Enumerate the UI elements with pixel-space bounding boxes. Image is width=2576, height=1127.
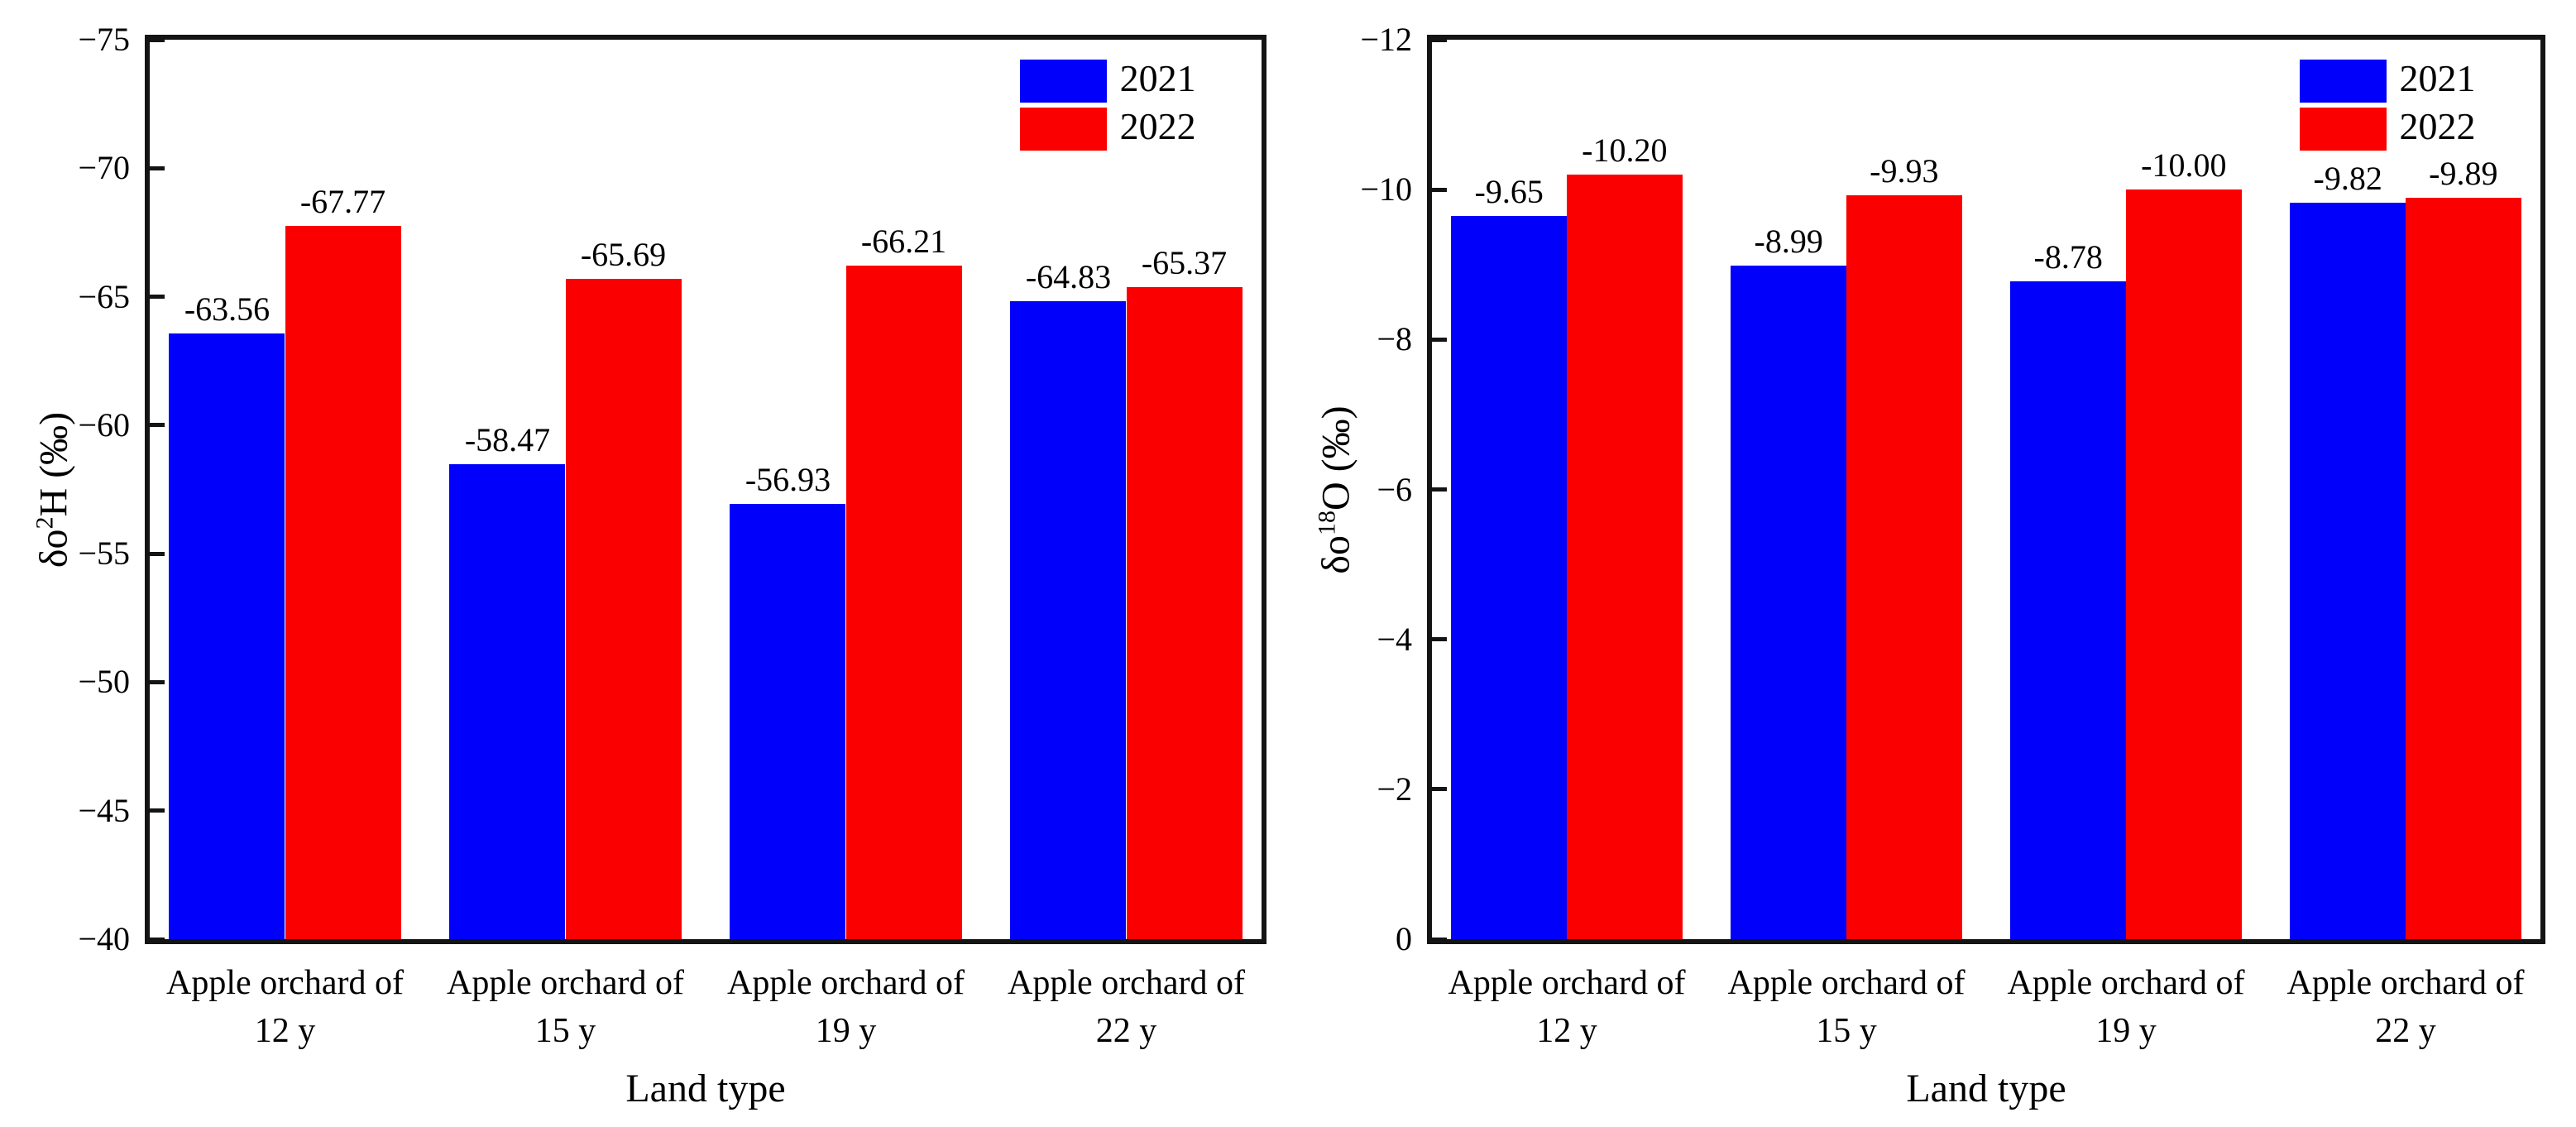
- y-axis-tick: [1432, 337, 1447, 342]
- x-category-label-line2: 19 y: [815, 1012, 877, 1050]
- bar-value-label-2021-19y: -8.78: [2033, 237, 2103, 276]
- y-axis-tick-label: −12: [1360, 21, 1412, 58]
- x-axis-title: Land type: [625, 1067, 786, 1110]
- y-axis-title: δo2H (‰): [22, 411, 78, 567]
- bar-2022-19y: [845, 265, 962, 939]
- y-axis-tick: [1432, 487, 1447, 492]
- y-axis-tick-label: −65: [78, 277, 130, 315]
- bar-2021-15y: [449, 464, 566, 939]
- legend-label-2021: 2021: [2399, 57, 2476, 99]
- y-axis-tick-label: −10: [1360, 170, 1412, 209]
- x-axis-title: Land type: [1906, 1067, 2066, 1110]
- y-axis-tick-label: −4: [1377, 620, 1412, 658]
- y-axis-tick: [150, 679, 165, 684]
- legend-swatch-2021: [2299, 60, 2387, 103]
- y-axis-tick-label: −2: [1377, 770, 1412, 808]
- x-category-label-line2: 12 y: [1536, 1012, 1597, 1050]
- bar-2021-12y: [169, 333, 285, 939]
- bar-value-label-2022-19y: -66.21: [860, 222, 947, 260]
- legend-label-2022: 2022: [1119, 105, 1196, 147]
- x-category-label-line2: 15 y: [534, 1012, 596, 1050]
- y-axis-tick: [150, 165, 165, 170]
- y-axis-tick-label: 0: [1396, 920, 1412, 957]
- plot-area: [1427, 35, 2545, 944]
- x-category-label-line2: 12 y: [254, 1012, 316, 1050]
- y-axis-tick-label: −45: [78, 791, 130, 829]
- legend-swatch-2021: [1019, 60, 1107, 103]
- y-axis-tick-label: −40: [78, 920, 130, 957]
- x-category-label-line2: 22 y: [2375, 1012, 2436, 1050]
- x-category-label-line1: Apple orchard of: [2286, 964, 2525, 1002]
- bar-value-label-2022-12y: -67.77: [299, 182, 386, 220]
- y-axis-tick: [150, 551, 165, 556]
- x-category-label-line1: Apple orchard of: [447, 964, 684, 1002]
- y-axis-tick: [150, 808, 165, 813]
- bar-2021-19y: [2010, 281, 2126, 939]
- x-category-label-line1: Apple orchard of: [1008, 964, 1245, 1002]
- bar-value-label-2022-15y: -65.69: [580, 236, 667, 274]
- bar-2022-22y: [2406, 198, 2521, 939]
- bar-2022-12y: [285, 225, 401, 939]
- x-category-label-line1: Apple orchard of: [727, 964, 965, 1002]
- y-axis-tick-label: −8: [1377, 320, 1412, 358]
- x-category-label-line1: Apple orchard of: [1448, 964, 1686, 1002]
- y-axis-tick: [1432, 787, 1447, 792]
- bar-value-label-2021-22y: -64.83: [1025, 257, 1112, 295]
- y-axis-tick: [150, 937, 165, 942]
- y-axis-tick-label: −70: [78, 149, 130, 187]
- y-axis-title-superscript: 18: [1313, 510, 1341, 535]
- y-axis-tick-label: −50: [78, 663, 130, 701]
- y-axis-tick: [1432, 637, 1447, 642]
- bar-value-label-2021-12y: -63.56: [184, 290, 271, 329]
- x-category-label-line2: 15 y: [1816, 1012, 1877, 1050]
- y-axis-tick-label: −55: [78, 535, 130, 573]
- y-axis-tick: [150, 295, 165, 300]
- legend-label-2021: 2021: [1119, 57, 1196, 99]
- y-axis-tick: [1432, 187, 1447, 192]
- bar-value-label-2022-22y: -9.89: [2429, 155, 2498, 193]
- y-axis-tick: [150, 423, 165, 428]
- y-axis-tick-label: −60: [78, 405, 130, 444]
- bar-2021-22y: [1010, 300, 1127, 939]
- y-axis-title-post: H (‰): [31, 411, 76, 517]
- bar-value-label-2022-12y: -10.20: [1582, 132, 1668, 170]
- legend-swatch-2022: [1019, 108, 1107, 151]
- x-category-label-line1: Apple orchard of: [2007, 964, 2245, 1002]
- y-axis-title-pre: δo: [31, 529, 76, 568]
- bar-2021-19y: [730, 504, 846, 939]
- x-category-label-line1: Apple orchard of: [166, 964, 404, 1002]
- plot-area: [145, 35, 1266, 944]
- bar-2022-22y: [1126, 287, 1243, 939]
- x-category-label-line2: 22 y: [1095, 1012, 1157, 1050]
- bar-2022-15y: [565, 279, 682, 939]
- bar-value-label-2022-22y: -65.37: [1141, 244, 1228, 282]
- bar-2022-19y: [2126, 189, 2242, 939]
- bar-2021-15y: [1731, 265, 1846, 939]
- y-axis-tick: [150, 37, 165, 42]
- y-axis-title-superscript: 2: [31, 516, 59, 530]
- legend-swatch-2022: [2299, 108, 2387, 151]
- bar-value-label-2021-19y: -56.93: [745, 461, 831, 499]
- y-axis-tick-label: −75: [78, 21, 130, 58]
- y-axis-title-pre: δo: [1314, 535, 1358, 574]
- bar-value-label-2022-19y: -10.00: [2141, 146, 2227, 185]
- bar-2021-12y: [1451, 215, 1567, 939]
- bar-value-label-2021-15y: -58.47: [464, 421, 551, 459]
- y-axis-title-post: O (‰): [1314, 405, 1358, 511]
- y-axis-title: δo18O (‰): [1305, 405, 1360, 573]
- bar-value-label-2021-12y: -9.65: [1474, 172, 1544, 210]
- bar-2022-15y: [1846, 194, 1962, 939]
- bar-value-label-2022-15y: -9.93: [1870, 151, 1939, 189]
- bar-2021-22y: [2290, 203, 2406, 939]
- x-category-label-line2: 19 y: [2095, 1012, 2157, 1050]
- legend-label-2022: 2022: [2399, 105, 2476, 147]
- y-axis-tick: [1432, 37, 1447, 42]
- x-category-label-line1: Apple orchard of: [1727, 964, 1966, 1002]
- bar-value-label-2021-22y: -9.82: [2313, 160, 2382, 198]
- bar-value-label-2021-15y: -8.99: [1754, 222, 1823, 260]
- y-axis-tick: [1432, 937, 1447, 942]
- bar-2022-12y: [1567, 175, 1683, 939]
- y-axis-tick-label: −6: [1377, 470, 1412, 508]
